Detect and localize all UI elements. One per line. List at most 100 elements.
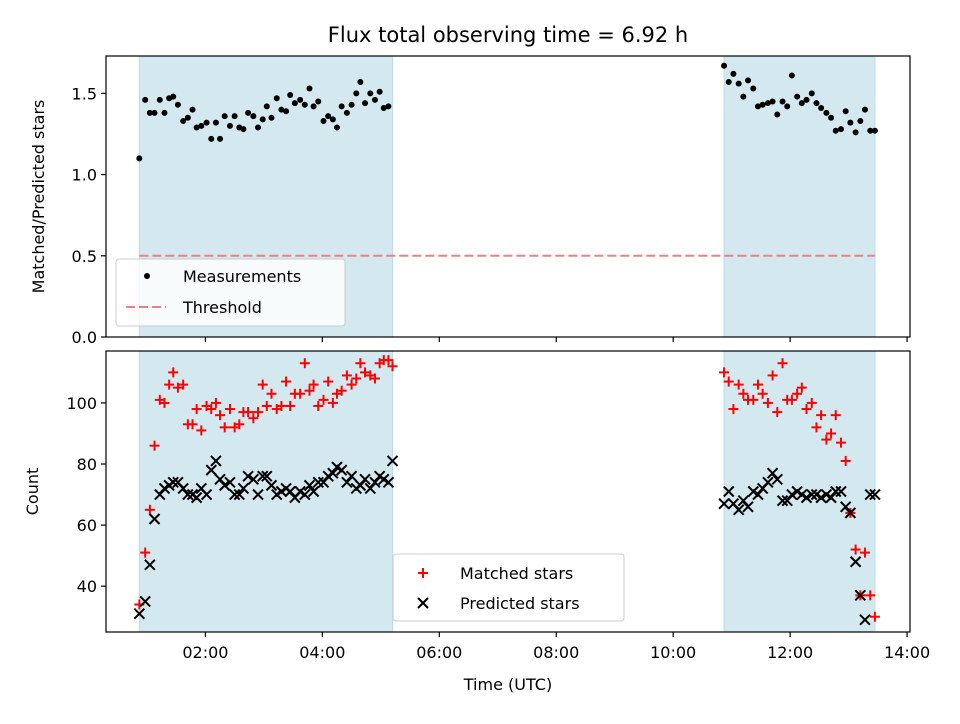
- predicted-star-stroke: [144, 559, 156, 571]
- measurement-point: [156, 96, 163, 103]
- measurement-point: [170, 93, 177, 100]
- legend-threshold-label: Threshold: [182, 298, 262, 317]
- measurement-point: [808, 90, 815, 97]
- x-tick-label: 02:00: [182, 643, 228, 662]
- matched-star-marker: [728, 404, 739, 415]
- legend-predicted-label: Predicted stars: [460, 594, 580, 613]
- predicted-star-marker: [844, 507, 857, 519]
- x-tick-label: 04:00: [299, 643, 345, 662]
- predicted-star-stroke: [732, 504, 745, 516]
- predicted-star-stroke: [139, 595, 151, 608]
- measurement-point: [838, 126, 845, 133]
- measurement-point: [315, 98, 322, 105]
- x-tick-label: 10:00: [650, 643, 696, 662]
- predicted-star-marker: [800, 491, 813, 504]
- matched-star-marker: [351, 373, 362, 384]
- measurement-point: [769, 98, 776, 105]
- predicted-star-marker: [205, 464, 217, 476]
- measurement-point: [857, 117, 864, 124]
- measurement-point: [832, 127, 839, 134]
- predicted-star-marker: [182, 488, 194, 501]
- measurement-point: [803, 96, 810, 103]
- predicted-star-marker: [835, 485, 847, 498]
- measurement-point: [325, 113, 332, 120]
- x-tick-label: 12:00: [767, 643, 813, 662]
- predicted-star-marker: [762, 476, 774, 489]
- matched-star-marker: [206, 404, 217, 415]
- predicted-star-stroke: [386, 455, 399, 467]
- predicted-star-stroke: [317, 476, 330, 489]
- predicted-star-stroke: [839, 501, 852, 513]
- x-tick-label: 08:00: [533, 643, 579, 662]
- measurement-point: [861, 106, 868, 113]
- measurement-point: [189, 106, 196, 113]
- predicted-star-stroke: [718, 498, 730, 510]
- matched-star-marker: [215, 410, 226, 421]
- matched-star-marker: [327, 397, 338, 408]
- matched-star-marker: [187, 419, 198, 430]
- predicted-star-marker: [200, 488, 213, 501]
- predicted-star-marker: [854, 589, 867, 602]
- predicted-star-stroke: [806, 488, 818, 501]
- measurement-point: [376, 88, 383, 95]
- matched-star-marker: [299, 358, 310, 369]
- predicted-star-marker: [815, 491, 827, 504]
- predicted-star-marker: [190, 491, 203, 504]
- matched-star-marker: [276, 400, 287, 411]
- predicted-star-stroke: [791, 485, 803, 498]
- predicted-star-marker: [359, 473, 371, 485]
- legend-predicted-marker: [417, 597, 429, 609]
- x-axis-label: Time (UTC): [463, 675, 552, 694]
- predicted-star-stroke: [172, 476, 184, 489]
- x-tick-label: 14:00: [884, 643, 930, 662]
- predicted-star-marker: [299, 488, 311, 501]
- measurement-point: [221, 113, 228, 120]
- predicted-star-marker: [210, 455, 222, 467]
- measurement-point: [847, 119, 854, 126]
- matched-star-marker: [869, 611, 880, 622]
- matched-star-marker: [261, 400, 272, 411]
- predicted-star-stroke: [294, 485, 306, 498]
- predicted-star-stroke: [247, 473, 260, 485]
- measurement-point: [193, 124, 200, 131]
- predicted-star-marker: [776, 494, 789, 507]
- predicted-star-marker: [771, 473, 783, 485]
- top-panel: 0.0 0.5 1.0 1.5 Matched/Predicted stars Measu…: [29, 55, 911, 347]
- matched-star-marker: [168, 367, 179, 378]
- predicted-star-marker: [781, 494, 793, 507]
- predicted-star-stroke: [737, 494, 750, 507]
- matched-star-marker: [253, 407, 264, 418]
- measurement-point: [278, 106, 285, 113]
- predicted-star-stroke: [378, 473, 390, 485]
- measurement-point: [721, 62, 728, 69]
- matched-star-marker: [836, 437, 847, 448]
- matched-star-marker: [719, 367, 730, 378]
- predicted-star-marker: [364, 482, 377, 495]
- legend: Measurements Threshold: [115, 258, 346, 327]
- matched-star-marker: [285, 400, 296, 411]
- predicted-star-stroke: [825, 491, 837, 504]
- matched-star-marker: [196, 425, 207, 436]
- matched-star-marker: [757, 388, 768, 399]
- legend-measurements-label: Measurements: [183, 267, 301, 286]
- matched-star-marker: [224, 404, 235, 415]
- matched-star-marker: [323, 376, 334, 387]
- measurement-point: [852, 129, 859, 136]
- matched-star-marker: [355, 358, 366, 369]
- legend-measurements-marker: [144, 273, 150, 279]
- measurement-point: [842, 108, 849, 115]
- predicted-star-stroke: [214, 473, 226, 485]
- predicted-star-stroke: [766, 467, 779, 479]
- matched-star-marker: [806, 397, 817, 408]
- matched-star-marker: [821, 434, 832, 445]
- predicted-star-marker: [317, 476, 330, 489]
- measurement-point: [794, 93, 801, 100]
- predicted-star-stroke: [786, 488, 798, 501]
- predicted-star-stroke: [210, 455, 222, 467]
- matched-star-marker: [369, 373, 380, 384]
- legend: Matched stars Predicted stars: [392, 553, 625, 622]
- predicted-star-stroke: [167, 476, 179, 489]
- measurement-point: [735, 80, 742, 87]
- matched-star-marker: [762, 397, 773, 408]
- predicted-star-marker: [284, 485, 296, 498]
